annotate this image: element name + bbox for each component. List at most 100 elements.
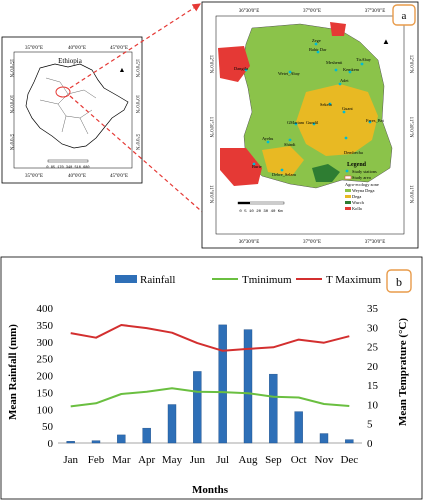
- svg-text:0 85 170 340 510 680: 0 85 170 340 510 680: [46, 166, 89, 170]
- y-tick-label: 0: [48, 438, 54, 450]
- legend-zone: Weyna Dega: [352, 188, 374, 193]
- map-left-lat-2: 11°30'0"N: [208, 117, 213, 138]
- inset-left-lat-2: 10°0'0"N: [8, 95, 13, 114]
- map-top-lon-2: 37°0'0"E: [303, 9, 321, 14]
- station-label: Kemkem: [343, 67, 360, 72]
- y-tick-label: 350: [37, 320, 54, 332]
- legend-title: Legend: [347, 162, 367, 168]
- station-label: Zege: [312, 38, 321, 43]
- y-tick-label: 250: [37, 354, 54, 366]
- x-tick-label: Jun: [190, 454, 206, 466]
- station-label: GMariam: [287, 120, 305, 125]
- x-tick-label: May: [162, 454, 183, 466]
- station-label: Sekela: [320, 102, 332, 107]
- map-figure: 35°0'0"E 40°0'0"E 45°0'0"E 35°0'0"E 40°0…: [1, 1, 419, 249]
- map-right-lat-2: 11°30'0"N: [408, 117, 413, 138]
- x-tick-label: Oct: [291, 454, 307, 466]
- rainfall-bars: [66, 324, 354, 444]
- station-label: Bahir Dar: [309, 47, 327, 52]
- ethiopia-inset: 35°0'0"E 40°0'0"E 45°0'0"E 35°0'0"E 40°0…: [1, 36, 143, 184]
- study-area-map: 36°30'0"E 37°0'0"E 37°30'0"E 36°30'0"E 3…: [201, 1, 419, 249]
- panel-a-badge: [392, 4, 416, 26]
- panel-b-badge-label: b: [396, 275, 402, 289]
- inset-top-lon-2: 40°0'0"E: [68, 46, 86, 51]
- legend-zone: Wurch: [352, 200, 365, 205]
- rainfall-bar: [66, 441, 75, 444]
- station-label: Gundil: [306, 120, 319, 125]
- inset-north-arrow-icon: ▲: [119, 66, 126, 74]
- zone-kolla-north: [330, 22, 346, 36]
- x-tick-label: Dec: [340, 454, 358, 466]
- tmax-line: [70, 324, 350, 352]
- map-bottom-lon-1: 36°30'0"E: [239, 240, 260, 245]
- zone-kolla-southwest: [220, 148, 262, 186]
- map-right-lat-3: 11°0'0"N: [408, 185, 413, 204]
- zone-dega: [296, 84, 378, 156]
- station-label: TisAbay: [356, 57, 372, 62]
- station-label: Burie: [252, 164, 262, 169]
- climate-chart: b Rainfall Tminimum T Maximum Mean Rainf…: [0, 256, 423, 500]
- y-tick-label: 300: [37, 337, 54, 349]
- chart-legend: Rainfall Tminimum T Maximum: [115, 274, 382, 286]
- map-legend: Legend Study stations Study area Agro-ec…: [344, 162, 379, 211]
- inset-right-lat-2: 10°0'0"N: [134, 95, 139, 114]
- rainfall-bar: [218, 324, 227, 444]
- x-axis-title: Months: [192, 484, 229, 496]
- x-tick-label: Jan: [63, 454, 78, 466]
- y-tick-label: 200: [37, 371, 54, 383]
- station-label: Ayehu: [262, 136, 274, 141]
- ethiopia-outline: [25, 63, 129, 149]
- rainfall-bar: [91, 440, 101, 444]
- y2-tick-label: 5: [367, 419, 373, 431]
- station-label: Wetet_Abay: [278, 71, 301, 76]
- legend-zone: Dega: [352, 194, 361, 199]
- y-tick-label: 400: [37, 303, 54, 315]
- map-right-lat-1: 12°0'0"N: [408, 55, 413, 74]
- station-label: Feres_Bet: [366, 118, 385, 123]
- map-bottom-lon-2: 37°0'0"E: [303, 240, 321, 245]
- x-tick-label: Nov: [315, 454, 334, 466]
- connector-arrow-bottom: [69, 95, 233, 239]
- legend-item: Study area: [352, 175, 371, 180]
- rainfall-bar: [193, 371, 202, 444]
- connector-arrow-top: [69, 3, 202, 89]
- x-axis-ticks: Jan Feb Mar Apr May Jun Jul Aug Sep Oct Nov Dec: [63, 454, 358, 466]
- rainfall-bar: [294, 411, 303, 444]
- station-label: Meshenti: [326, 60, 343, 65]
- inset-bottom-lon-2: 40°0'0"E: [68, 174, 86, 179]
- legend-rainfall-swatch: [115, 275, 137, 283]
- map-left-lat-1: 12°0'0"N: [208, 55, 213, 74]
- rainfall-bar: [269, 373, 278, 444]
- rainfall-bar: [243, 329, 253, 444]
- inset-scale-bar: 0 85 170 340 510 680: [46, 159, 90, 170]
- map-scale-bar: 0 5 10 20 30 40 Km: [237, 201, 285, 214]
- zone-kolla-west: [218, 46, 250, 82]
- zone-wurch: [312, 164, 340, 182]
- map-bottom-lon-3: 37°30'0"E: [365, 240, 386, 245]
- temperature-lines: [70, 324, 350, 408]
- y-tick-label: 50: [42, 421, 54, 433]
- y2-tick-label: 25: [367, 342, 379, 354]
- y-axis-title: Mean Rainfall (mm): [7, 324, 19, 420]
- tmin-line: [70, 387, 350, 408]
- map-north-arrow-icon: ▲: [382, 37, 390, 46]
- x-tick-label: Sep: [265, 454, 282, 466]
- legend-tmin: Tminimum: [242, 274, 292, 286]
- y-tick-label: 150: [37, 387, 54, 399]
- station-label: Guant: [342, 106, 354, 111]
- inset-study-area-marker: [55, 86, 71, 98]
- y-axis-ticks: 0 50 100 150 200 250 300 350 400: [37, 303, 54, 450]
- y2-tick-label: 10: [367, 399, 379, 411]
- map-top-lon-1: 36°30'0"E: [239, 9, 260, 14]
- y2-tick-label: 20: [367, 361, 379, 373]
- svg-text:0 5 10 20 30 40 Km: 0 5 10 20 30 40 Km: [239, 210, 283, 214]
- legend-zone: Kolla: [352, 206, 362, 211]
- x-tick-label: Mar: [112, 454, 131, 466]
- legend-tmax: T Maximum: [326, 274, 382, 286]
- x-tick-label: Jul: [216, 454, 229, 466]
- y2-axis-ticks: 0 5 10 15 20 25 30 35: [367, 303, 379, 450]
- inset-bottom-lon-1: 35°0'0"E: [25, 174, 43, 179]
- station-label: Shindi: [284, 142, 296, 147]
- x-tick-label: Feb: [88, 454, 105, 466]
- y-tick-label: 100: [37, 404, 54, 416]
